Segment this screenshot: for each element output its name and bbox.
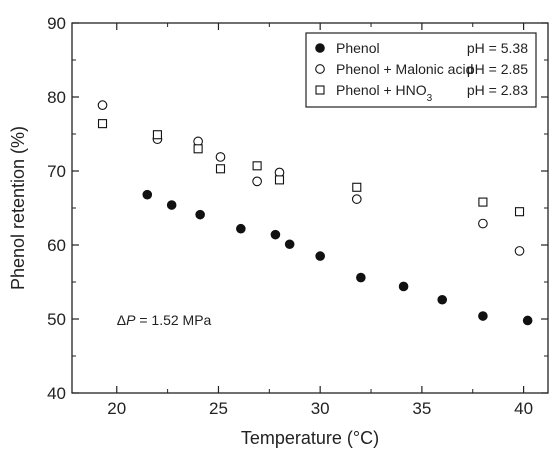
data-point <box>352 182 362 192</box>
ticks: 20 25 30 35 40 40 50 60 70 80 90 <box>47 14 548 418</box>
data-point <box>152 130 162 140</box>
data-point <box>252 161 262 171</box>
x-axis-label: Temperature (°C) <box>241 428 379 448</box>
x-tick-label: 25 <box>209 399 228 418</box>
legend-label: Phenol + Malonic acid <box>336 61 473 77</box>
legend-ph: pH = 2.85 <box>467 61 528 77</box>
data-points <box>97 100 533 326</box>
x-tick-label: 40 <box>514 399 533 418</box>
x-tick-label: 20 <box>107 399 126 418</box>
data-point <box>195 209 205 220</box>
annotation-value: = 1.52 MPa <box>135 312 211 328</box>
legend-label-subscript: 3 <box>427 93 433 104</box>
series-1 <box>97 100 525 256</box>
pressure-annotation: ΔP = 1.52 MPa <box>117 312 212 328</box>
legend-marker <box>315 43 325 53</box>
data-point <box>215 152 226 162</box>
data-point <box>356 272 366 283</box>
x-tick-label: 30 <box>311 399 330 418</box>
series-0 <box>142 189 533 326</box>
legend-label: Phenol <box>336 40 380 56</box>
legend-ph: pH = 2.83 <box>467 82 528 98</box>
y-axis-label: Phenol retention (%) <box>8 126 28 290</box>
data-point <box>315 251 325 261</box>
data-point <box>274 175 285 185</box>
y-tick-label: 90 <box>47 14 66 33</box>
data-point <box>215 164 226 174</box>
data-point <box>437 294 448 305</box>
y-tick-label: 60 <box>47 236 66 255</box>
data-point <box>97 119 108 129</box>
legend-marker <box>315 85 325 95</box>
legend-ph: pH = 5.38 <box>467 40 528 56</box>
data-point <box>478 311 488 321</box>
annotation-variable: P <box>126 312 136 328</box>
series-2 <box>97 119 525 217</box>
data-point <box>252 176 262 187</box>
y-tick-label: 40 <box>47 384 66 403</box>
legend-marker <box>315 64 325 74</box>
data-point <box>514 207 525 217</box>
data-point <box>522 315 533 326</box>
data-point <box>514 246 525 256</box>
x-tick-label: 35 <box>412 399 431 418</box>
data-point <box>193 144 203 154</box>
y-tick-label: 70 <box>47 162 66 181</box>
data-point <box>270 229 281 240</box>
data-point <box>284 239 295 250</box>
y-tick-label: 80 <box>47 88 66 107</box>
data-point <box>351 194 362 204</box>
data-point <box>236 223 246 234</box>
data-point <box>166 200 177 210</box>
data-point <box>398 281 409 292</box>
data-point <box>478 197 488 207</box>
data-point <box>142 189 153 200</box>
y-tick-label: 50 <box>47 310 66 329</box>
legend-box <box>305 32 537 108</box>
data-point <box>478 218 488 229</box>
annotations: ΔP = 1.52 MPa <box>117 312 212 328</box>
annotation-delta: Δ <box>117 312 126 328</box>
data-point <box>97 100 108 110</box>
